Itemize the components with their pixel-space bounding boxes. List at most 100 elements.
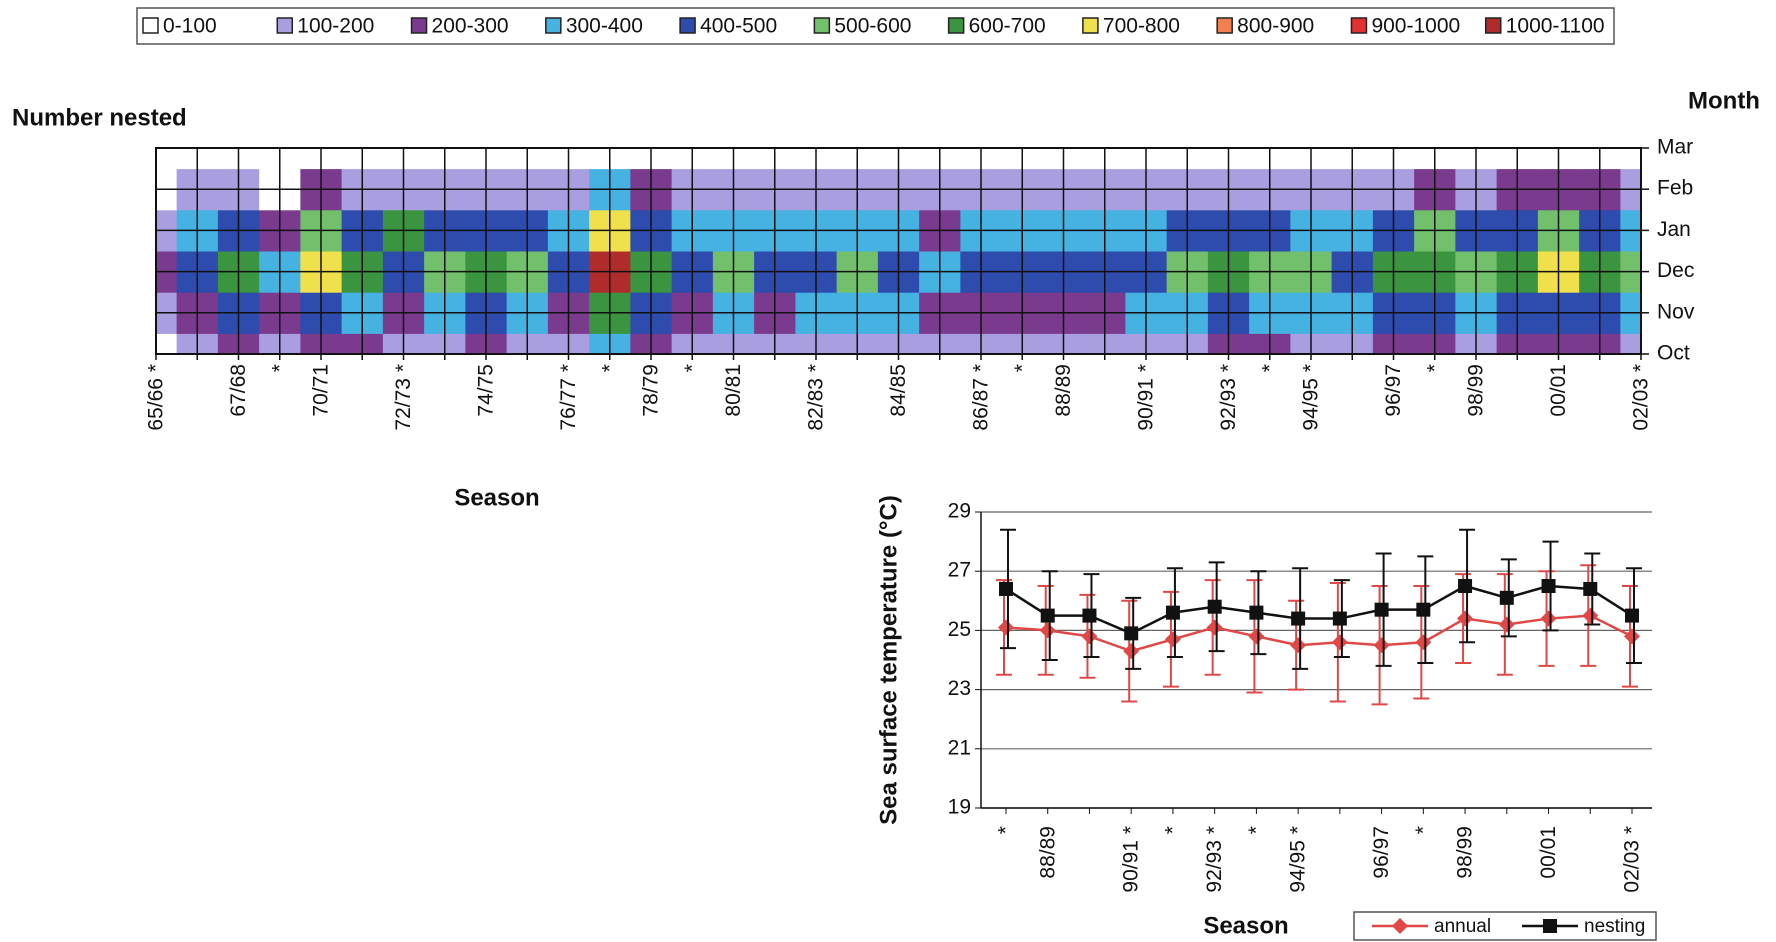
marker [1040, 608, 1055, 623]
marker [1416, 602, 1431, 617]
x-tick-label: 92/93 * [1217, 364, 1240, 431]
contour-cell [1620, 148, 1641, 170]
x-tick-label: 90/91 * [1135, 364, 1158, 431]
marker [1164, 631, 1181, 648]
legend-label: 300-400 [566, 15, 643, 38]
plot-frame [155, 147, 1642, 355]
legend-label: 100-200 [297, 15, 374, 38]
x-tick-label: * [268, 364, 291, 372]
marker [1374, 602, 1389, 617]
marker [1165, 605, 1180, 620]
marker [1543, 919, 1557, 933]
x-tick-label: * [995, 826, 1018, 834]
marker [1332, 611, 1347, 626]
y-tick-label: Mar [1657, 136, 1693, 159]
marker [1540, 610, 1557, 627]
legend-label: 400-500 [700, 15, 777, 38]
contour-cell [156, 333, 178, 354]
legend-swatch [1216, 17, 1233, 34]
x-tick-label: 02/03 * [1630, 364, 1653, 431]
marker [1290, 637, 1307, 654]
y-tick-label: 25 [948, 618, 971, 641]
x-tick-label: 88/89 [1052, 364, 1075, 417]
legend-swatch [410, 17, 428, 34]
x-tick-label: 76/77 * [557, 364, 580, 431]
x-tick-label: 80/81 [722, 364, 745, 417]
marker [1249, 605, 1264, 620]
marker [1124, 626, 1139, 641]
x-tick-label: 84/85 [887, 364, 910, 417]
y-tick-label: Feb [1657, 177, 1693, 200]
x-tick-label: * [1161, 826, 1184, 834]
x-tick-label: 02/03 * [1621, 826, 1644, 893]
x-tick-label: 82/83 * [805, 364, 828, 431]
x-axis-title: Season [454, 484, 539, 511]
marker [1123, 643, 1140, 660]
series-line [1005, 584, 1633, 635]
marker [1457, 610, 1474, 627]
legend-swatch [1484, 17, 1502, 34]
legend-label: 900-1000 [1371, 15, 1460, 38]
x-tick-label: 00/01 [1537, 826, 1560, 879]
y-axis-title: Sea surface temperature (°C) [875, 495, 902, 825]
x-tick-label: * [1245, 826, 1268, 834]
legend-label: 200-300 [432, 15, 509, 38]
x-tick-label: * [1423, 364, 1446, 372]
marker [1541, 579, 1556, 593]
legend-label: 800-900 [1237, 15, 1314, 38]
y-tick-label: 27 [948, 559, 971, 582]
legend-label: nesting [1584, 916, 1645, 937]
marker [1415, 634, 1432, 651]
legend-swatch [545, 17, 562, 34]
y-tick-label: 23 [948, 677, 971, 700]
y-tick-label: Nov [1657, 300, 1695, 323]
x-tick-label: 94/95 * [1300, 364, 1323, 431]
x-tick-label: * [1011, 364, 1034, 372]
x-tick-label: 86/87 * [970, 364, 993, 431]
x-tick-label: * [1412, 826, 1435, 834]
x-tick-label: 88/89 [1036, 826, 1059, 879]
x-tick-label: 90/91 * [1120, 826, 1143, 893]
y-tick-label: Dec [1657, 259, 1694, 282]
marker [1458, 579, 1473, 593]
legend-label: 600-700 [969, 15, 1046, 38]
marker [1081, 628, 1098, 645]
marker [999, 581, 1013, 596]
x-tick-label: 98/99 [1454, 826, 1477, 879]
x-tick-label: 72/73 * [392, 364, 415, 431]
marker [1498, 616, 1515, 633]
x-tick-label: 74/75 [475, 364, 498, 417]
marker [1582, 607, 1599, 624]
marker [1206, 619, 1223, 636]
x-tick-label: * [1258, 364, 1281, 372]
marker [1392, 918, 1408, 934]
x-tick-label: 92/93 * [1203, 826, 1226, 893]
marker [1583, 581, 1598, 596]
y-tick-label: Jan [1657, 218, 1691, 241]
legend-label: 500-600 [834, 15, 911, 38]
y-tick-label: 29 [948, 500, 971, 523]
legend-label: 1000-1100 [1506, 15, 1605, 38]
contour-cell [1620, 333, 1641, 354]
x-tick-label: 65/66 * [145, 364, 168, 431]
x-tick-label: * [598, 364, 621, 372]
y-tick-label: 19 [948, 796, 971, 819]
x-tick-label: 96/97 [1382, 364, 1405, 417]
marker [1207, 599, 1222, 614]
y-tick-label: 21 [948, 736, 971, 759]
legend-swatch [1082, 17, 1099, 34]
marker [1039, 622, 1056, 639]
x-tick-label: 96/97 [1370, 826, 1393, 879]
marker [1248, 628, 1265, 645]
legend-swatch [679, 17, 696, 34]
marker [1331, 634, 1348, 651]
legend-swatch [813, 17, 831, 34]
marker [1082, 608, 1097, 623]
marker [1373, 637, 1390, 654]
y-axis-title: Month [1688, 87, 1760, 114]
legend-label: 0-100 [163, 15, 217, 38]
contour-title: Number nested [12, 104, 187, 131]
series-line [1005, 614, 1633, 653]
legend-label: annual [1434, 916, 1491, 937]
